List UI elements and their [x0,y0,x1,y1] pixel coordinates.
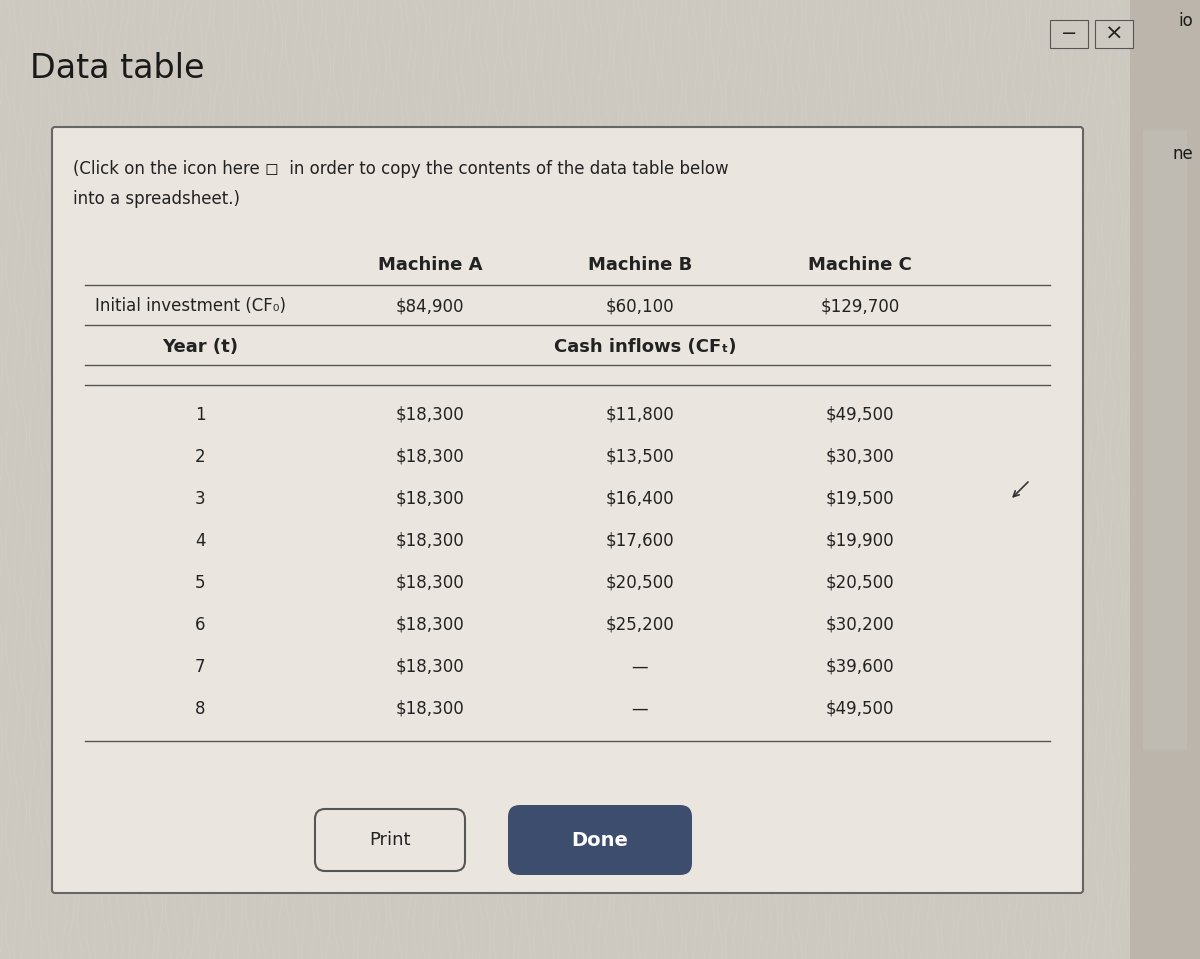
FancyBboxPatch shape [1096,20,1133,48]
Text: $20,500: $20,500 [826,574,894,592]
Text: $49,500: $49,500 [826,700,894,718]
Text: $17,600: $17,600 [606,532,674,550]
Text: $18,300: $18,300 [396,700,464,718]
Text: $20,500: $20,500 [606,574,674,592]
Text: Machine A: Machine A [378,256,482,274]
Text: $25,200: $25,200 [606,616,674,634]
Text: $18,300: $18,300 [396,616,464,634]
Text: Cash inflows (CFₜ): Cash inflows (CFₜ) [553,338,737,356]
Text: $19,900: $19,900 [826,532,894,550]
Text: into a spreadsheet.): into a spreadsheet.) [73,190,240,208]
FancyBboxPatch shape [314,809,466,871]
FancyBboxPatch shape [1050,20,1088,48]
Text: $13,500: $13,500 [606,448,674,466]
Text: Print: Print [370,831,410,849]
Text: $18,300: $18,300 [396,490,464,508]
Text: $19,500: $19,500 [826,490,894,508]
Text: $18,300: $18,300 [396,406,464,424]
Text: io: io [1178,12,1193,30]
Text: Machine C: Machine C [808,256,912,274]
Text: 7: 7 [194,658,205,676]
FancyBboxPatch shape [1130,0,1200,959]
Text: $18,300: $18,300 [396,574,464,592]
Text: $84,900: $84,900 [396,297,464,315]
Text: $49,500: $49,500 [826,406,894,424]
Text: 1: 1 [194,406,205,424]
Text: 2: 2 [194,448,205,466]
Text: $16,400: $16,400 [606,490,674,508]
FancyBboxPatch shape [508,805,692,875]
Text: $18,300: $18,300 [396,532,464,550]
Text: —: — [631,658,648,676]
Text: Data table: Data table [30,52,204,84]
Text: (Click on the icon here ◻  in order to copy the contents of the data table below: (Click on the icon here ◻ in order to co… [73,160,728,178]
Text: $30,200: $30,200 [826,616,894,634]
Text: ×: × [1105,24,1123,44]
FancyBboxPatch shape [1142,130,1187,750]
Text: —: — [631,700,648,718]
Text: $60,100: $60,100 [606,297,674,315]
Text: $39,600: $39,600 [826,658,894,676]
Text: 8: 8 [194,700,205,718]
Text: $30,300: $30,300 [826,448,894,466]
FancyBboxPatch shape [52,127,1084,893]
Text: Initial investment (CF₀): Initial investment (CF₀) [95,297,286,315]
Text: 5: 5 [194,574,205,592]
Text: $18,300: $18,300 [396,658,464,676]
Text: 3: 3 [194,490,205,508]
Text: $129,700: $129,700 [821,297,900,315]
Text: 6: 6 [194,616,205,634]
Text: Year (t): Year (t) [162,338,238,356]
Text: ne: ne [1172,145,1193,163]
Text: Machine B: Machine B [588,256,692,274]
Text: $11,800: $11,800 [606,406,674,424]
Text: Done: Done [571,830,629,850]
Text: 4: 4 [194,532,205,550]
Text: $18,300: $18,300 [396,448,464,466]
Text: −: − [1061,25,1078,43]
